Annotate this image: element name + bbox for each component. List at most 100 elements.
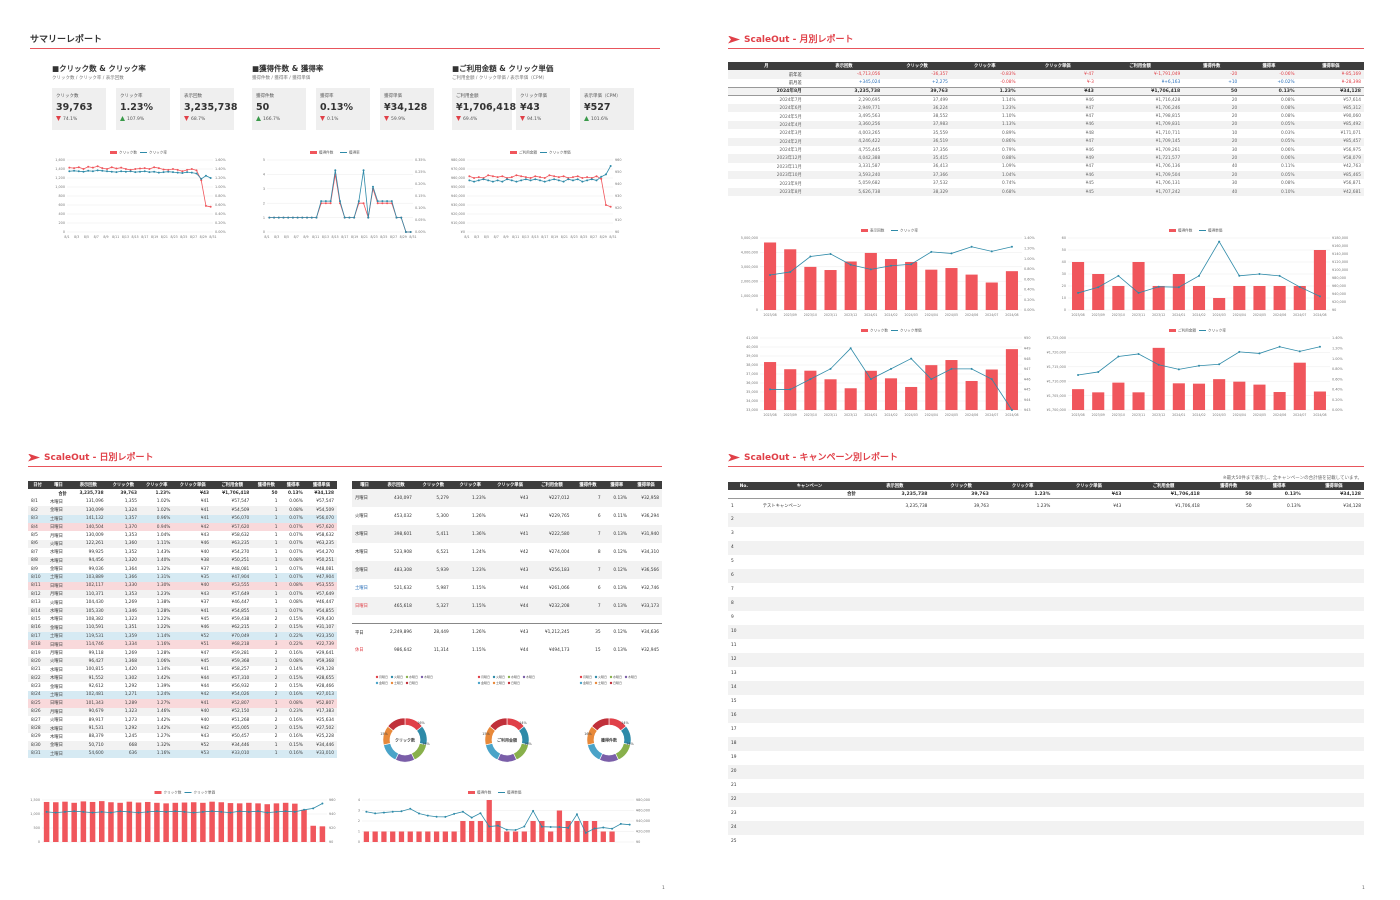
table-cell: ¥59,281: [231, 650, 250, 656]
table-cell: [1124, 792, 1203, 807]
bar: [154, 802, 160, 842]
table-cell: 1.34%: [156, 667, 171, 673]
section-title: ■ご利用金額 & クリック単価: [452, 64, 554, 73]
weekday-table-wrap: 曜日 表示回数 クリック数 クリック率 クリック単価 ご利用金額 獲得件数 獲得率 獲得単価 月曜…: [352, 481, 662, 660]
table-cell: 5,411: [414, 525, 452, 544]
table-cell: 1,368: [106, 657, 141, 666]
table-cell: [1254, 652, 1304, 667]
bar: [200, 802, 206, 842]
summary-page: サマリーレポート ■クリック数 & クリック率 クリック数 / クリック率 / 表…: [0, 0, 700, 450]
table-cell: [992, 807, 1053, 821]
table-cell: 0.10%: [1240, 187, 1298, 197]
table-cell: [1255, 695, 1304, 709]
y2-tick-label: ¥60: [329, 798, 335, 802]
table-cell: 2024年6月: [728, 103, 805, 113]
table-row: 火曜日 453,032 5,300 1.26% ¥43 ¥229,765 6 0.11% ¥36…: [352, 507, 662, 525]
table-cell: 0.16%: [289, 734, 303, 740]
table-cell: [1053, 652, 1125, 667]
table-cell: ¥46: [1018, 171, 1097, 180]
table-cell: 90,679: [69, 707, 107, 716]
table-cell: [1304, 779, 1364, 793]
table-cell: 土曜日: [47, 632, 70, 641]
table-cell: [1304, 555, 1364, 569]
donut-slice: [387, 717, 406, 732]
summary-chart: 獲得件数 獲得率5432100.35%0.25%0.20%0.15%0.10%0.…: [263, 150, 427, 240]
point: [553, 175, 556, 178]
legend-swatch: [420, 675, 424, 679]
legend-swatch: [477, 681, 481, 685]
table-cell: [1053, 667, 1124, 681]
table-row: 16: [728, 708, 1364, 723]
table-cell: 1,353: [106, 590, 141, 599]
table-cell: 0.15%: [289, 684, 303, 690]
point: [101, 167, 104, 170]
table-cell: [992, 723, 1053, 737]
table-cell: 1.32%: [140, 741, 174, 750]
table-cell: 1.04%: [156, 533, 171, 539]
y2-tick-label: 0.40%: [1332, 388, 1344, 392]
point: [211, 810, 214, 813]
monthly-title: ScaleOut - 月別レポート: [728, 32, 1364, 49]
point: [167, 168, 170, 171]
table-cell: [1202, 820, 1255, 835]
x-tick-label: 2023/12: [844, 413, 857, 417]
table-row: 2024年7月 2,290,695 37,499 1.14% ¥46 ¥1,716,428…: [728, 96, 1364, 104]
table-cell: 1.24%: [140, 690, 174, 700]
table-cell: ¥56,932: [231, 684, 250, 690]
table-cell: 1,360: [106, 539, 141, 549]
y-tick-label: ¥60,000: [451, 176, 465, 180]
y-tick-label: ¥30,000: [451, 203, 465, 207]
kpi-label: 獲得件数: [256, 94, 274, 99]
table-cell: [1124, 583, 1202, 597]
table-cell: 0.86%: [950, 137, 1019, 146]
point: [604, 204, 607, 206]
point: [157, 171, 160, 174]
table-row: 6: [728, 568, 1364, 583]
table-cell: ¥42,763: [1343, 164, 1361, 170]
table-cell: [1053, 708, 1125, 723]
bar: [407, 831, 413, 842]
point: [1278, 345, 1281, 348]
table-cell: 8/9: [31, 566, 38, 572]
table-cell: ¥1,709,831: [1096, 120, 1184, 130]
point: [153, 170, 156, 173]
legend-swatch: [468, 791, 475, 794]
monthly-chart: クリック数 クリック単価41,00040,00039,00038,00037,00…: [746, 328, 1030, 418]
table-cell: 8/26: [28, 707, 48, 716]
table-cell: ¥25,228: [316, 734, 334, 740]
kpi-change: 0.1%: [320, 116, 366, 122]
x-tick-label: 8/5: [484, 235, 489, 239]
table-cell: [1254, 764, 1304, 779]
table-cell: ¥63,235: [211, 539, 253, 549]
table-row: 7: [728, 583, 1364, 597]
table-cell: 30: [1231, 147, 1238, 153]
table-cell: [1254, 820, 1304, 835]
point: [204, 174, 207, 177]
table-cell: ¥57,649: [305, 590, 337, 599]
point: [829, 252, 832, 255]
table-cell: [930, 596, 992, 611]
table-row: 14: [728, 680, 1364, 695]
table-row: 8/2 金曜日 130,099 1,324 1.02% ¥41 ¥54,509 1 0.08% ¥…: [28, 506, 337, 515]
table-cell: ¥1,706,131: [1155, 181, 1181, 187]
y-tick-label: 0: [1064, 308, 1066, 312]
point: [101, 169, 104, 172]
total-row: 合計 3,235,738 39,763 1.23% ¥43 ¥1,706,418 50 0.1…: [28, 489, 337, 498]
table-cell: 453,032: [394, 513, 412, 519]
point: [195, 169, 198, 172]
table-cell: 0.16%: [289, 717, 303, 723]
table-cell: ¥32,746: [641, 585, 659, 591]
bar: [495, 821, 501, 842]
point: [306, 216, 309, 219]
table-cell: ¥28,466: [316, 684, 334, 690]
legend-swatch: [110, 151, 117, 154]
table-cell: 0.07%: [280, 606, 306, 616]
y2-tick-label: 0.00%: [1024, 308, 1036, 312]
bar: [965, 380, 978, 410]
donut-percent: 15%: [380, 732, 388, 736]
table-cell: 日曜日: [47, 699, 70, 708]
point: [809, 255, 812, 258]
y2-tick-label: ¥20,000: [1332, 300, 1346, 304]
kpi-change: 68.7%: [184, 116, 230, 122]
point: [87, 165, 90, 168]
